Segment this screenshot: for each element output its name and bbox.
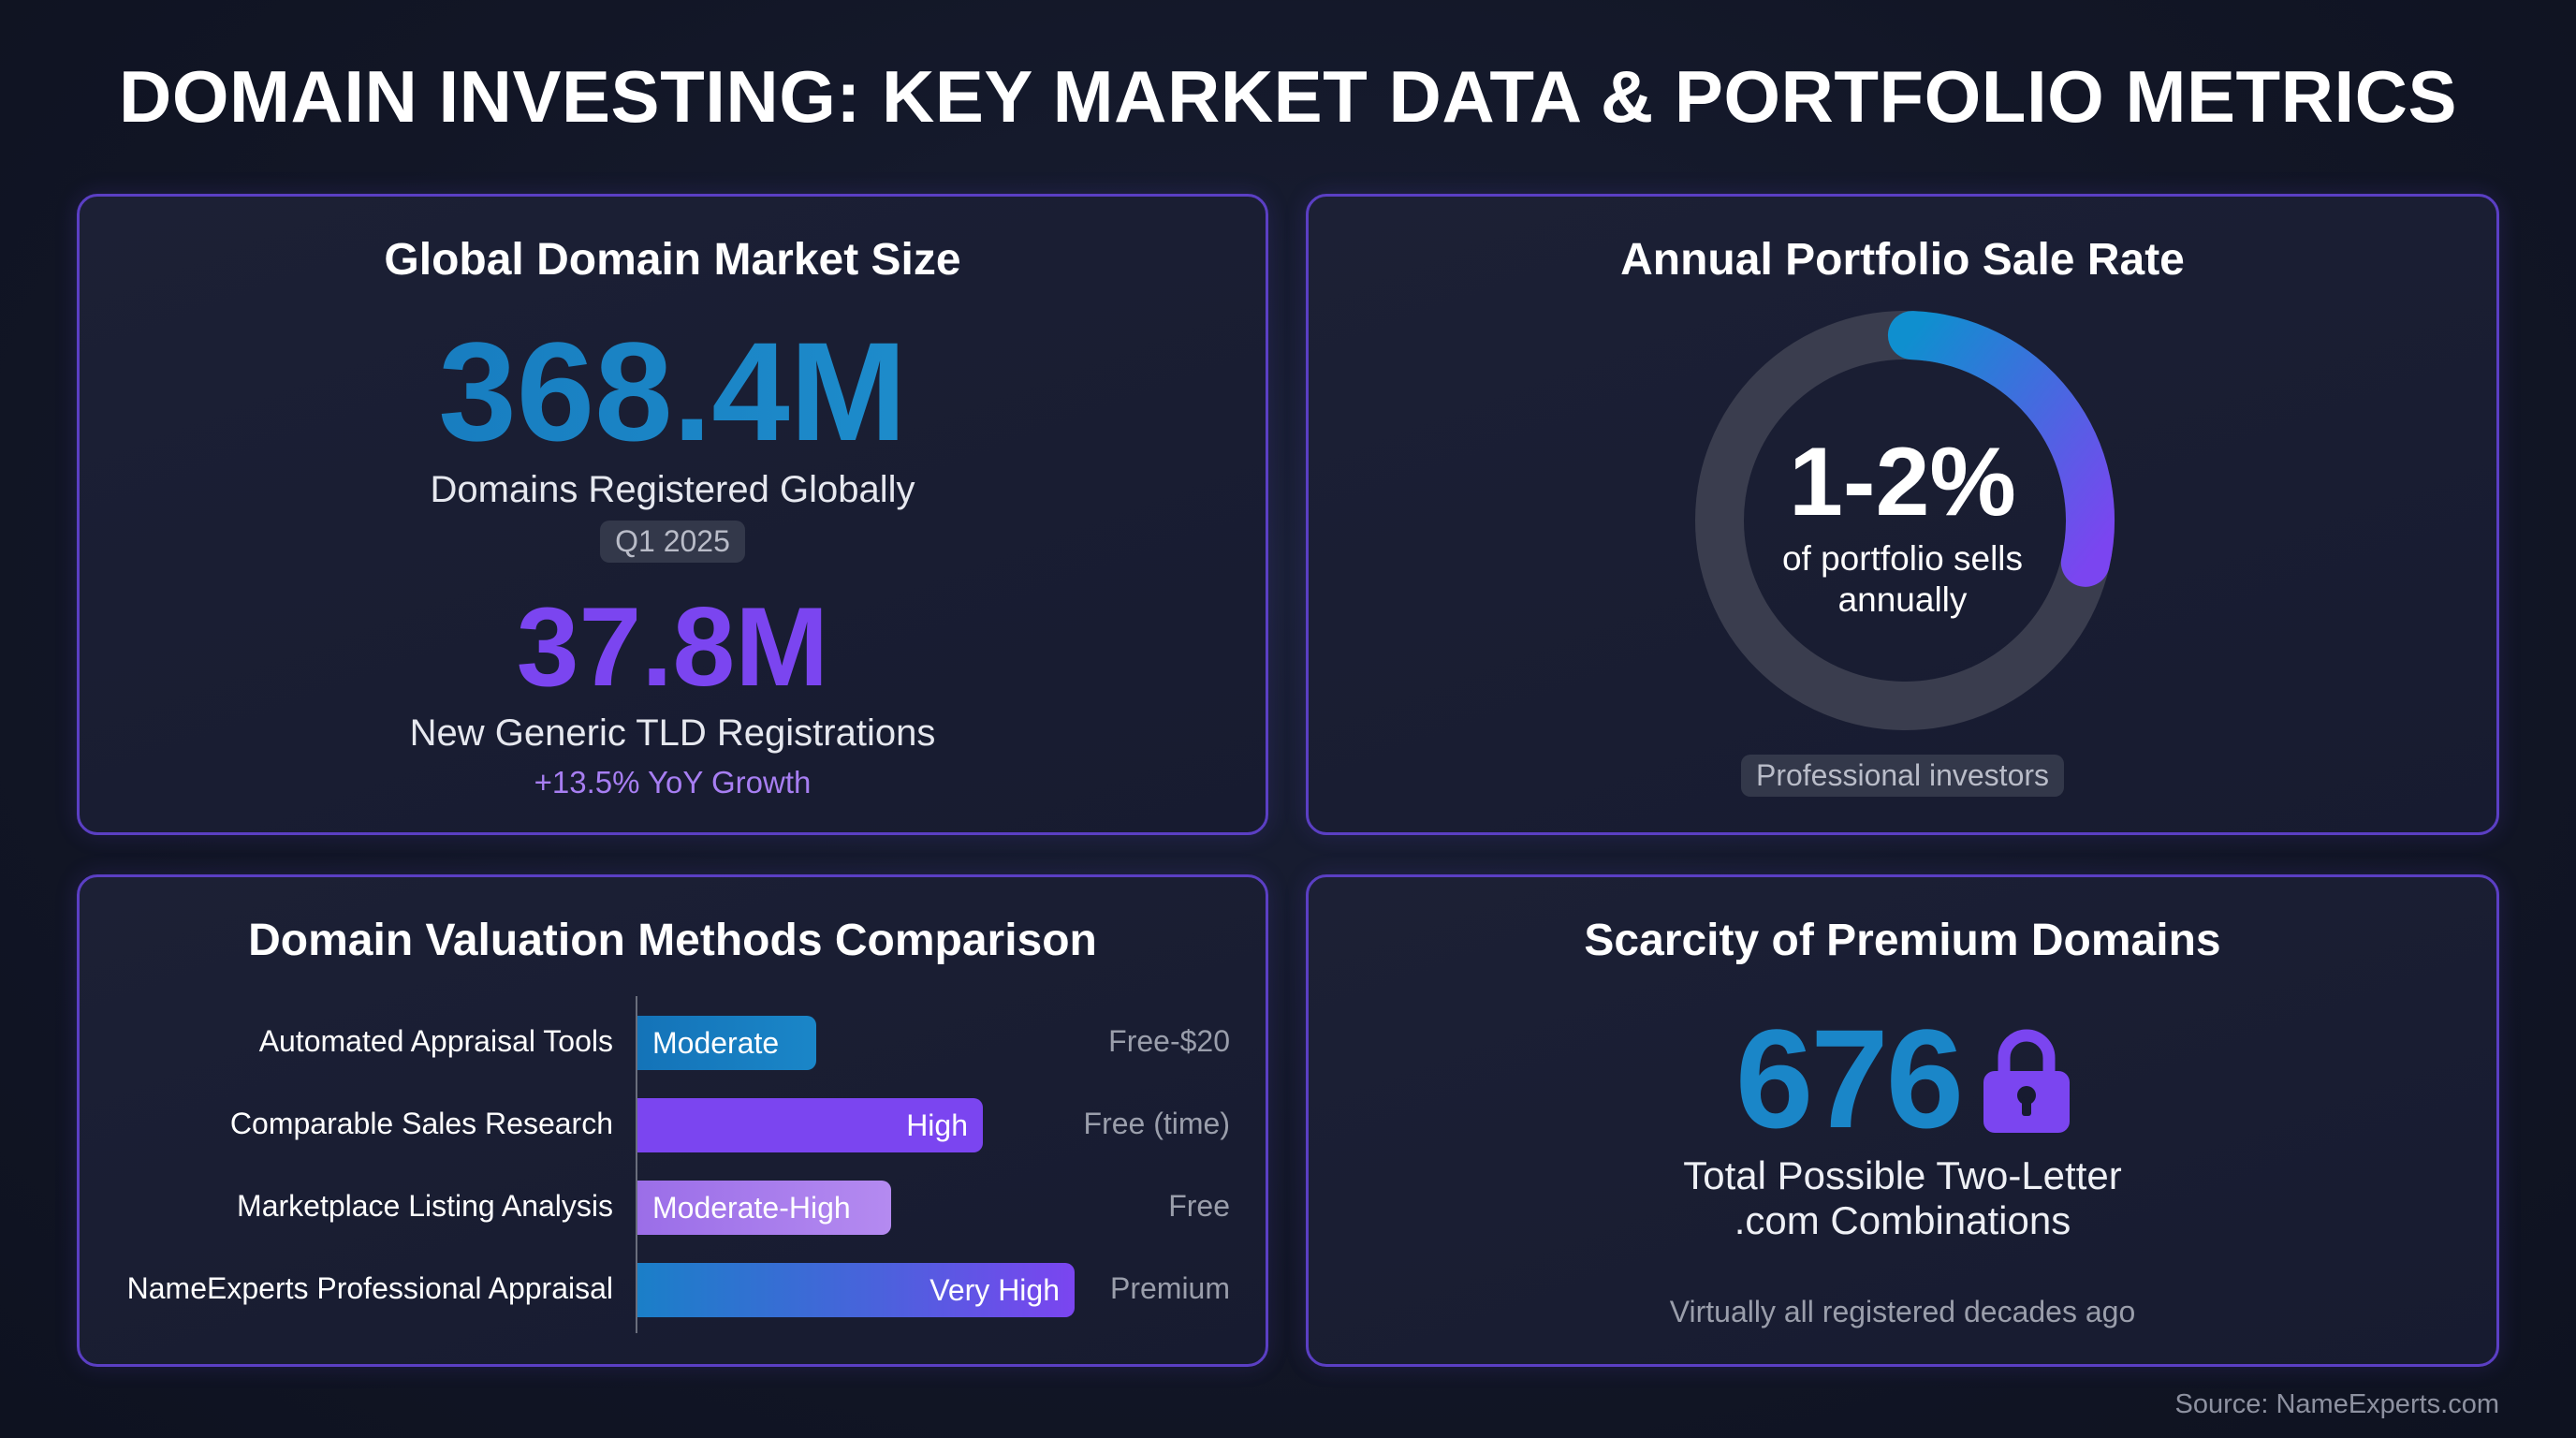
rating-label: Very High (929, 1272, 1060, 1307)
rating-bar: Moderate (637, 1016, 816, 1070)
sale-rate-line1: of portfolio sells (1781, 539, 2024, 578)
cost-label: Premium (1109, 1271, 1230, 1305)
period-badge: Q1 2025 (600, 521, 745, 563)
scarcity-card: Scarcity of Premium Domains 676 Total Po… (1306, 874, 2499, 1367)
page-title: DOMAIN INVESTING: KEY MARKET DATA & PORT… (119, 55, 2457, 138)
market-size-card: Global Domain Market Size 368.4M Domains… (77, 194, 1268, 835)
card-title: Annual Portfolio Sale Rate (1620, 235, 2185, 285)
domains-registered-value: 368.4M (80, 321, 1266, 462)
scarcity-note: Virtually all registered decades ago (1669, 1295, 2136, 1328)
method-label: Marketplace Listing Analysis (237, 1189, 613, 1223)
rating-label: Moderate (652, 1025, 780, 1060)
rating-bar: Very High (637, 1263, 1075, 1317)
cost-label: Free-$20 (1108, 1024, 1230, 1058)
card-title: Global Domain Market Size (384, 235, 961, 285)
growth-text: +13.5% YoY Growth (534, 765, 812, 800)
scarcity-line2: .com Combinations (1734, 1198, 2071, 1242)
sale-rate-value: 1-2% (1789, 428, 2016, 536)
method-label: Automated Appraisal Tools (258, 1024, 613, 1058)
donut-arc (1887, 311, 2115, 587)
valuation-card: Domain Valuation Methods Comparison Auto… (77, 874, 1268, 1367)
method-label: Comparable Sales Research (229, 1107, 613, 1140)
rating-bar: High (637, 1098, 983, 1152)
audience-badge: Professional investors (1740, 755, 2065, 797)
scarcity-line1: Total Possible Two-Letter (1683, 1153, 2122, 1197)
two-letter-count: 676 (1734, 1000, 1964, 1157)
new-gtld-value: 37.8M (516, 584, 829, 710)
sale-rate-card: Annual Portfolio Sale Rate 1-2% of portf… (1306, 194, 2499, 835)
rating-label: High (906, 1108, 968, 1142)
rating-label: Moderate-High (652, 1190, 851, 1225)
source-text: Source: NameExperts.com (2174, 1389, 2499, 1419)
rating-bar: Moderate-High (637, 1181, 891, 1235)
card-title: Scarcity of Premium Domains (1584, 916, 2221, 965)
cost-label: Free (time) (1083, 1107, 1230, 1140)
card-title: Domain Valuation Methods Comparison (248, 916, 1097, 965)
axis-line (636, 996, 637, 1333)
new-gtld-label: New Generic TLD Registrations (409, 712, 936, 754)
sale-rate-donut (1695, 311, 2115, 730)
lock-icon (1983, 1029, 2071, 1133)
method-label: NameExperts Professional Appraisal (126, 1271, 613, 1305)
sale-rate-line2: annually (1837, 580, 1968, 619)
domains-registered-label: Domains Registered Globally (430, 469, 915, 510)
cost-label: Free (1168, 1189, 1230, 1223)
